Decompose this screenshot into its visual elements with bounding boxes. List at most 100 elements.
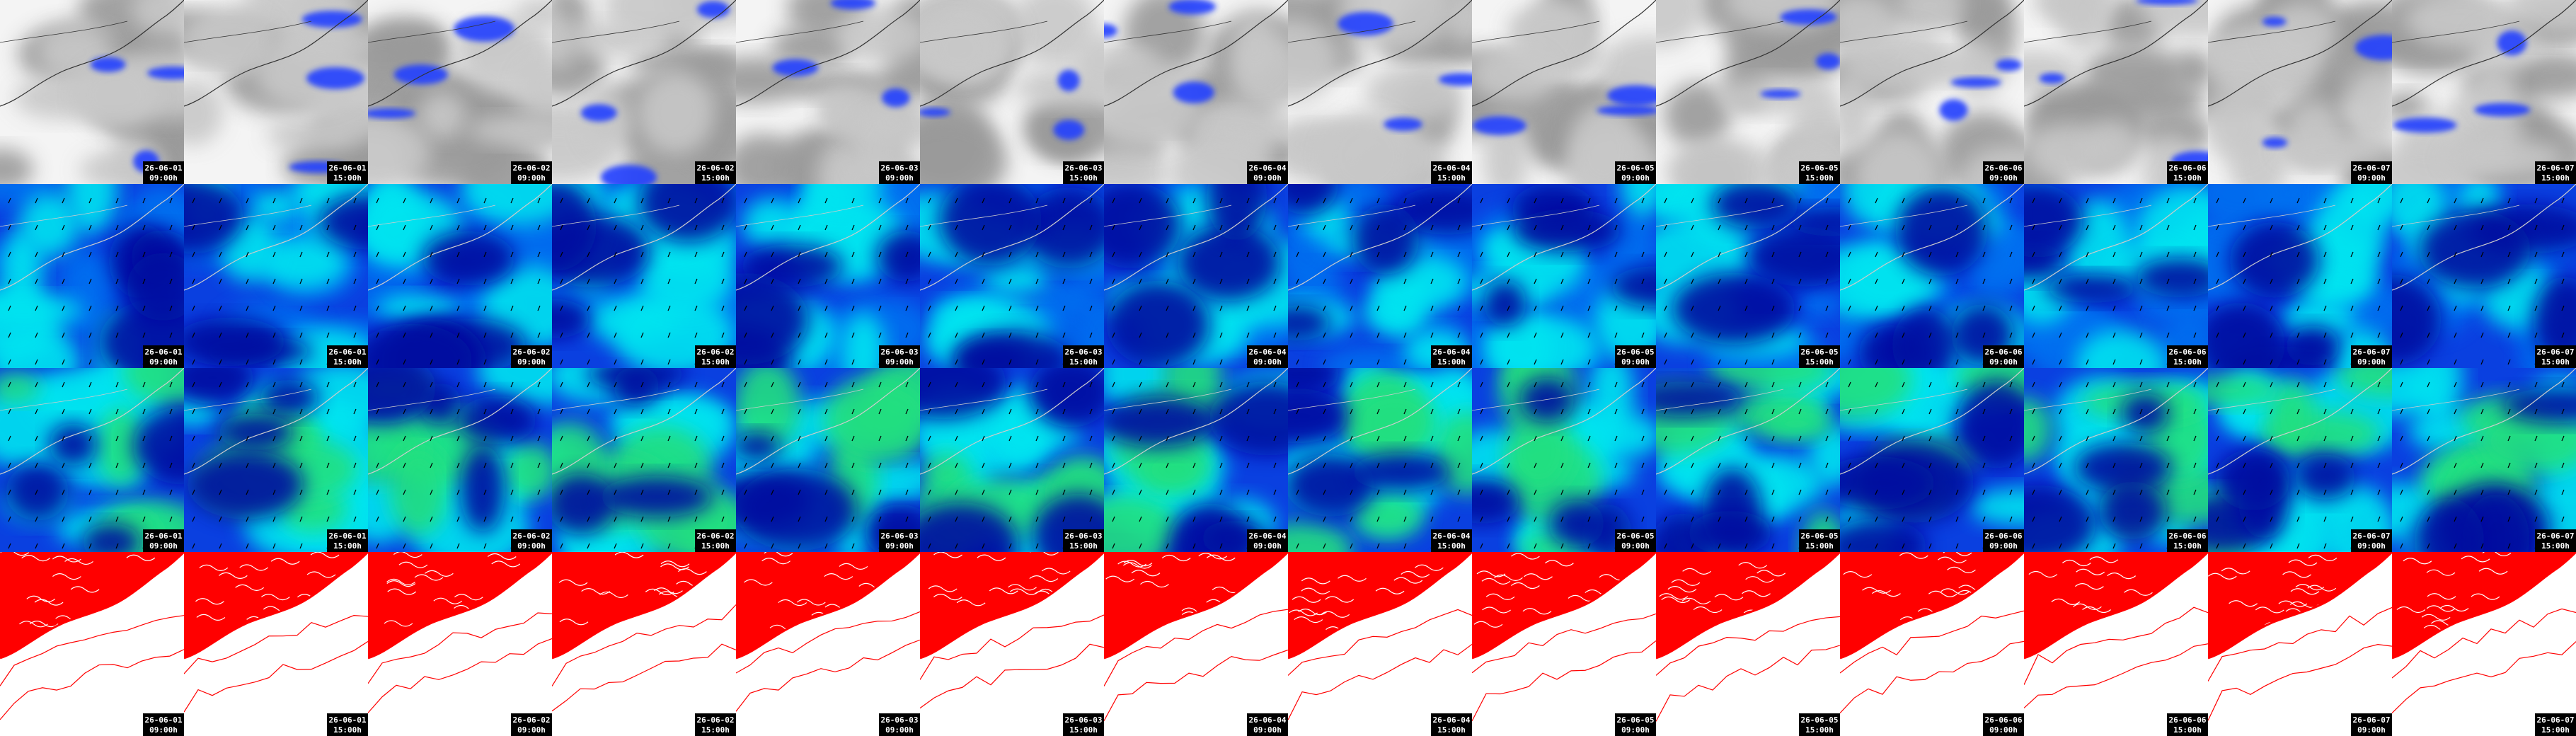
wind-barb [2216, 489, 2219, 495]
wind-barb [2270, 381, 2273, 388]
field-blob [2208, 88, 2265, 161]
tile-content [2024, 0, 2208, 184]
wind-barb [667, 435, 671, 442]
land-contour [1940, 588, 1970, 595]
land-contour [52, 556, 81, 563]
tile-content [1656, 184, 1840, 368]
wind-barb [982, 359, 985, 365]
wind-barb [1587, 332, 1591, 338]
wind-barb [1771, 489, 1775, 495]
wind-barb [1457, 381, 1461, 388]
label-box [2167, 161, 2208, 184]
land-contour [414, 574, 444, 581]
wind-barb [2270, 251, 2273, 258]
wind-barb [640, 381, 644, 388]
wind-barb [1376, 543, 1380, 549]
wind-barb [192, 435, 195, 442]
field-blob [921, 452, 972, 495]
coastline [184, 552, 368, 660]
wind-barb [456, 359, 460, 365]
wind-barb [1902, 462, 1905, 468]
wind-barb [587, 489, 590, 495]
field-blob [454, 16, 515, 42]
coastline [368, 0, 552, 107]
wind-barb [798, 197, 801, 204]
wind-barb [2400, 516, 2403, 522]
tile-content [736, 184, 920, 368]
field-blob [1338, 11, 1393, 36]
field-blob [2471, 64, 2516, 115]
wind-barb [824, 224, 828, 231]
wind-barb [403, 359, 406, 365]
wind-barb [353, 224, 357, 231]
date-label: 26-06-01 [145, 347, 183, 357]
wind-barb [2032, 408, 2035, 415]
wind-barb [1480, 462, 1483, 468]
wind-barb [2086, 251, 2089, 258]
wind-barb [2400, 251, 2403, 258]
wind-barb [878, 381, 882, 388]
wind-barb [1192, 197, 1196, 204]
tile-content [1288, 552, 1472, 736]
wind-barb [169, 305, 173, 311]
wind-barb [2139, 408, 2143, 415]
land-contour [645, 588, 674, 595]
land-contour [1105, 575, 1135, 582]
wind-barb [1480, 543, 1483, 549]
wind-barb [1062, 305, 1066, 311]
field-blob [1688, 510, 1772, 552]
wind-barb [2009, 516, 2013, 522]
coastline [1288, 552, 1472, 660]
wind-barb [142, 435, 146, 442]
field-blob [552, 184, 597, 272]
wind-barb [587, 462, 590, 468]
wind-barb [721, 462, 725, 468]
land-contour [933, 552, 962, 558]
wind-barb [2112, 305, 2116, 311]
field-blob [2039, 73, 2065, 84]
wind-barb [353, 332, 357, 338]
wind-barb [8, 224, 11, 231]
land-contour [2278, 600, 2308, 607]
wind-barb [272, 462, 276, 468]
wind-barb [403, 251, 406, 258]
wind-barb [1008, 251, 1012, 258]
wind-barb [1430, 224, 1434, 231]
wind-barb [537, 197, 541, 204]
sea-contour [0, 615, 184, 686]
wind-barb [2377, 251, 2381, 258]
field-blob [74, 59, 160, 132]
field-blob [953, 330, 1071, 368]
border [184, 389, 312, 411]
wind-barb [2561, 435, 2565, 442]
wind-barb [1825, 278, 1829, 284]
wind-barb [510, 381, 514, 388]
coastline [2392, 184, 2576, 291]
date-label: 26-06-05 [1801, 715, 1839, 725]
border [736, 21, 864, 43]
wind-barb [1641, 381, 1645, 388]
wind-barb [560, 381, 563, 388]
wind-barb [1825, 462, 1829, 468]
wind-barb [1350, 435, 1353, 442]
wind-barb [1430, 381, 1434, 388]
wind-barb [1848, 197, 1851, 204]
wind-barb [667, 543, 671, 549]
wind-barb [1376, 381, 1380, 388]
wind-barb [1587, 305, 1591, 311]
wind-barb [1955, 489, 1959, 495]
wind-barb [1035, 197, 1039, 204]
wind-barb [299, 516, 303, 522]
wind-barb [2086, 359, 2089, 365]
tile-content [1472, 552, 1656, 736]
wind-barb [851, 359, 855, 365]
wind-barb [2400, 197, 2403, 204]
tile-content [2392, 0, 2576, 184]
wind-barb [1902, 278, 1905, 284]
wind-barb [1664, 332, 1667, 338]
wind-barb [1771, 332, 1775, 338]
